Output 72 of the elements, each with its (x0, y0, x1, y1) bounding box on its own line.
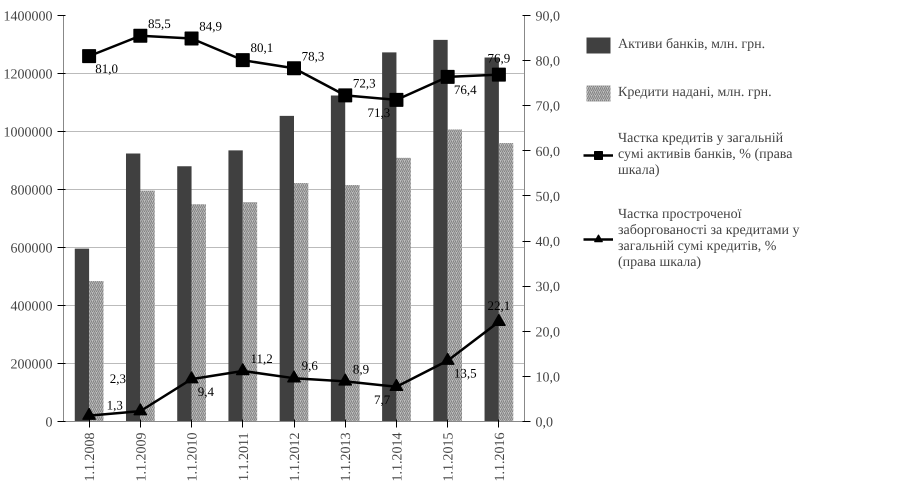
y2-tick-label: 40,0 (536, 235, 560, 250)
bar (228, 150, 243, 422)
data-label: 76,4 (454, 82, 478, 97)
y2-tick-label: 0,0 (536, 416, 553, 430)
data-label: 9,6 (302, 358, 318, 374)
y2-tick-label: 10,0 (536, 370, 560, 386)
x-tick-label: 1.1.2011 (236, 432, 252, 481)
point (338, 88, 352, 102)
x-tick-label: 1.1.2015 (442, 432, 457, 482)
data-label: 9,4 (198, 384, 214, 400)
bar (280, 116, 294, 422)
point (236, 362, 250, 376)
data-label: 84,9 (199, 18, 222, 34)
data-label: 81,0 (95, 61, 118, 76)
y-tick-label: 600000 (10, 242, 52, 256)
bar (177, 166, 192, 422)
x-tick-label: 1.1.2008 (83, 432, 98, 482)
point (236, 53, 250, 68)
data-label: 80,1 (250, 40, 274, 56)
point (184, 371, 199, 384)
y2-tick-label: 60,0 (536, 144, 560, 160)
y-tick-label: 1000000 (4, 126, 52, 140)
y2-tick-label: 80,0 (536, 54, 560, 70)
y2-tick-label: 50,0 (536, 190, 560, 205)
point (82, 49, 96, 64)
x-tick-label: 1.1.2013 (339, 432, 354, 482)
point (389, 92, 404, 107)
point (389, 378, 404, 392)
y-tick-label: 0 (46, 416, 52, 430)
bar (74, 248, 90, 422)
data-label: 22,1 (488, 298, 510, 313)
legend-label: Частка простроченої заборгованості за кредитами у загальній сумі кредитів, % (права шкала) (618, 207, 800, 271)
data-label: 85,5 (148, 16, 171, 31)
y2-tick-label: 90,0 (536, 10, 560, 24)
data-label: 76,9 (488, 50, 510, 66)
data-label: 72,3 (352, 75, 376, 90)
point (133, 28, 148, 43)
data-label: 2,3 (110, 371, 126, 386)
point (338, 373, 352, 386)
data-label: 8,9 (352, 361, 370, 376)
y-tick-label: 1400000 (4, 10, 52, 24)
x-tick-label: 1.1.2010 (186, 432, 201, 482)
legend-label: Активи банків, млн. грн. (618, 37, 766, 53)
y2-tick-label: 20,0 (536, 325, 560, 340)
bar (126, 154, 140, 422)
point (492, 314, 506, 326)
point (133, 403, 148, 416)
legend-label: Кредити надані, млн. грн. (618, 85, 772, 101)
point (440, 352, 455, 365)
y-tick-label: 800000 (10, 184, 52, 198)
legend-label: Частка кредитів у загальній сумі активів банків, % (права шкала) (618, 131, 792, 179)
x-tick-label: 1.1.2009 (134, 432, 150, 482)
data-label: 11,2 (250, 350, 273, 366)
point (440, 70, 455, 84)
y2-tick-label: 30,0 (536, 280, 560, 296)
data-label: 1,3 (106, 398, 123, 413)
x-tick-label: 1.1.2012 (288, 432, 303, 482)
x-tick-label: 1.1.2016 (492, 432, 508, 482)
point (287, 61, 301, 76)
point (82, 408, 96, 420)
bar (433, 40, 448, 422)
y-tick-label: 400000 (10, 300, 52, 314)
x-tick-label: 1.1.2014 (390, 432, 406, 482)
bar (330, 96, 346, 422)
point (184, 32, 199, 46)
y2-tick-label: 70,0 (536, 100, 560, 115)
data-label: 78,3 (302, 48, 324, 64)
point (492, 68, 506, 82)
y-tick-label: 200000 (10, 358, 52, 372)
y-tick-label: 1200000 (4, 68, 52, 82)
data-label: 13,5 (454, 366, 477, 381)
point (287, 370, 301, 382)
